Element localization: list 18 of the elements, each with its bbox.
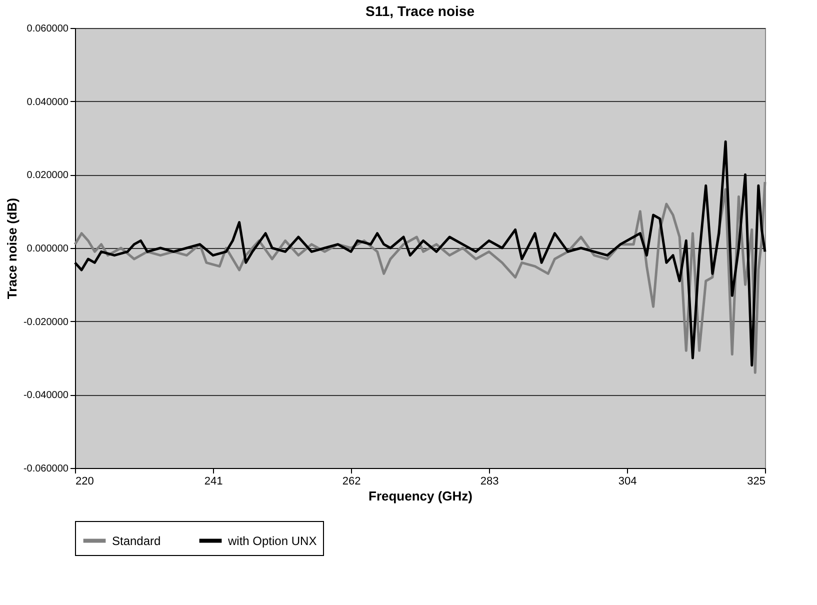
y-tick-label: 0.040000 xyxy=(26,96,69,108)
x-axis-title: Frequency (GHz) xyxy=(368,488,473,504)
y-tick-label: 0.060000 xyxy=(26,24,69,34)
y-tick-label: -0.060000 xyxy=(23,464,69,474)
y-tick-label: -0.040000 xyxy=(23,390,69,402)
y-tick-label: 0.000000 xyxy=(26,244,69,254)
x-tick-label: 283 xyxy=(480,476,499,488)
legend-label: with Option UNX xyxy=(227,534,317,548)
x-tick-label: 325 xyxy=(747,476,766,488)
y-tick-label: -0.020000 xyxy=(23,316,69,328)
chart-title: S11, Trace noise xyxy=(366,3,475,19)
x-tick-label: 304 xyxy=(618,476,637,488)
x-tick-label: 262 xyxy=(342,476,361,488)
legend-label: Standard xyxy=(112,534,161,548)
y-tick-label: 0.020000 xyxy=(26,170,69,182)
y-axis-title: Trace noise (dB) xyxy=(4,198,20,300)
x-tick-label: 241 xyxy=(204,476,223,488)
x-tick-label: 220 xyxy=(76,476,94,488)
